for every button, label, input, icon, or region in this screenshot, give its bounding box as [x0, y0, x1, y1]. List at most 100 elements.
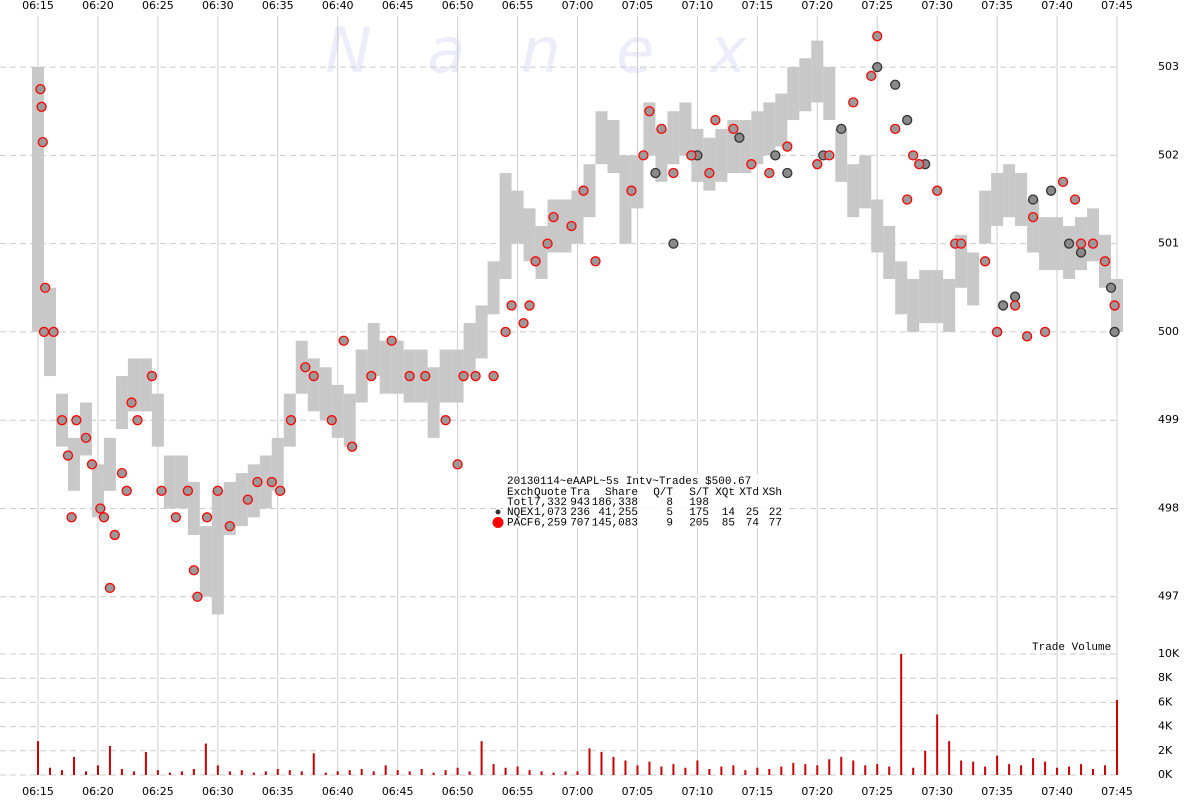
volume-bar [792, 762, 795, 775]
volume-bar [1116, 699, 1119, 775]
trade-dot [192, 591, 203, 602]
y-tick-label: 501 [1158, 237, 1179, 250]
trade-dot [420, 370, 431, 382]
x-tick-label: 07:10 [682, 0, 714, 12]
legend-label: NQEX [507, 507, 534, 519]
trade-dot [866, 70, 877, 82]
volume-bar [1092, 768, 1095, 775]
x-tick-label: 07:20 [801, 785, 833, 798]
quote-band [751, 111, 764, 165]
quote-band [151, 393, 164, 447]
trade-dot [914, 159, 925, 170]
trade-dot [1009, 300, 1021, 311]
x-tick-label: 06:20 [82, 785, 114, 798]
trade-dot [1109, 300, 1120, 311]
volume-bar [480, 741, 483, 775]
volume-bar [516, 766, 519, 775]
legend-label: PACF [507, 517, 533, 529]
quote-band [211, 490, 224, 615]
trade-dot [1105, 282, 1117, 293]
info-cell: 25 [746, 507, 759, 519]
volume-bar [276, 768, 279, 775]
quote-band [883, 225, 896, 279]
trade-dot [36, 101, 47, 112]
quote-band [775, 93, 788, 147]
trade-dot [872, 61, 883, 73]
quote-band [139, 358, 152, 412]
trade-dot [1039, 326, 1051, 338]
quote-band [115, 376, 128, 430]
info-cell: 7,332 [534, 497, 567, 509]
volume-bar [960, 760, 963, 775]
x-tick-label: 06:20 [82, 0, 114, 12]
info-header: XQt [715, 487, 735, 499]
volume-bar [540, 771, 543, 775]
trade-dot [1009, 291, 1021, 302]
trade-dot [902, 194, 913, 205]
y-tick-label: 2K [1158, 744, 1173, 757]
volume-bar [528, 770, 531, 775]
quote-band [859, 155, 872, 209]
quote-band [319, 367, 332, 421]
volume-bar [840, 756, 843, 775]
quote-band [739, 120, 752, 174]
trade-dot [1027, 194, 1039, 205]
volume-bar [96, 765, 99, 775]
trade-dot [764, 167, 775, 179]
trade-dot [836, 123, 847, 135]
trade-dot [182, 485, 194, 496]
volume-bar [240, 770, 243, 775]
quote-band [1063, 225, 1076, 279]
volume-bar [648, 761, 651, 775]
volume-bar [37, 741, 40, 775]
volume-bar [300, 771, 303, 775]
volume-bar [192, 768, 195, 775]
x-tick-label: 07:25 [861, 785, 893, 798]
quote-band [979, 190, 992, 244]
volume-bar [948, 741, 951, 775]
trade-dot [1069, 194, 1081, 205]
trade-dot [500, 326, 511, 338]
info-cell: 14 [722, 507, 736, 519]
trade-dot [656, 123, 667, 135]
trade-dot [452, 459, 463, 470]
volume-bar [660, 766, 663, 775]
volume-bar [1020, 765, 1023, 775]
quote-band [871, 199, 884, 253]
volume-bar [1044, 761, 1047, 775]
quote-band [199, 526, 212, 597]
trade-dot [80, 432, 92, 443]
legend-marker [492, 517, 504, 528]
trade-dot [668, 167, 679, 179]
quote-band [331, 384, 344, 438]
y-tick-label: 503 [1158, 60, 1179, 73]
trade-dot [908, 150, 919, 161]
info-cell: 205 [689, 517, 709, 529]
trade-dot [686, 150, 697, 161]
trade-dot [1057, 176, 1069, 187]
info-header: S/T [689, 487, 709, 499]
quote-band [1015, 173, 1028, 226]
quote-band [703, 137, 716, 191]
y-tick-label: 497 [1158, 590, 1179, 603]
info-cell: 1,073 [534, 507, 567, 519]
y-tick-label: 0K [1158, 768, 1173, 781]
trade-dot [704, 167, 715, 179]
trade-dot [890, 123, 901, 135]
quote-band [391, 340, 404, 394]
volume-bar [732, 765, 735, 775]
quote-band [931, 270, 944, 324]
info-cell: 198 [689, 497, 709, 509]
x-tick-label: 07:35 [981, 785, 1013, 798]
volume-bar [924, 750, 927, 775]
x-tick-label: 07:30 [921, 0, 953, 12]
info-cell: 175 [689, 507, 709, 519]
volume-bar [1008, 764, 1011, 775]
info-header: Quote [534, 487, 567, 499]
volume-bar [228, 771, 231, 775]
trade-dot [991, 326, 1003, 338]
x-tick-label: 06:25 [142, 785, 174, 798]
x-tick-label: 06:35 [262, 785, 294, 798]
info-cell: 145,083 [592, 517, 638, 529]
volume-bar [672, 764, 675, 775]
